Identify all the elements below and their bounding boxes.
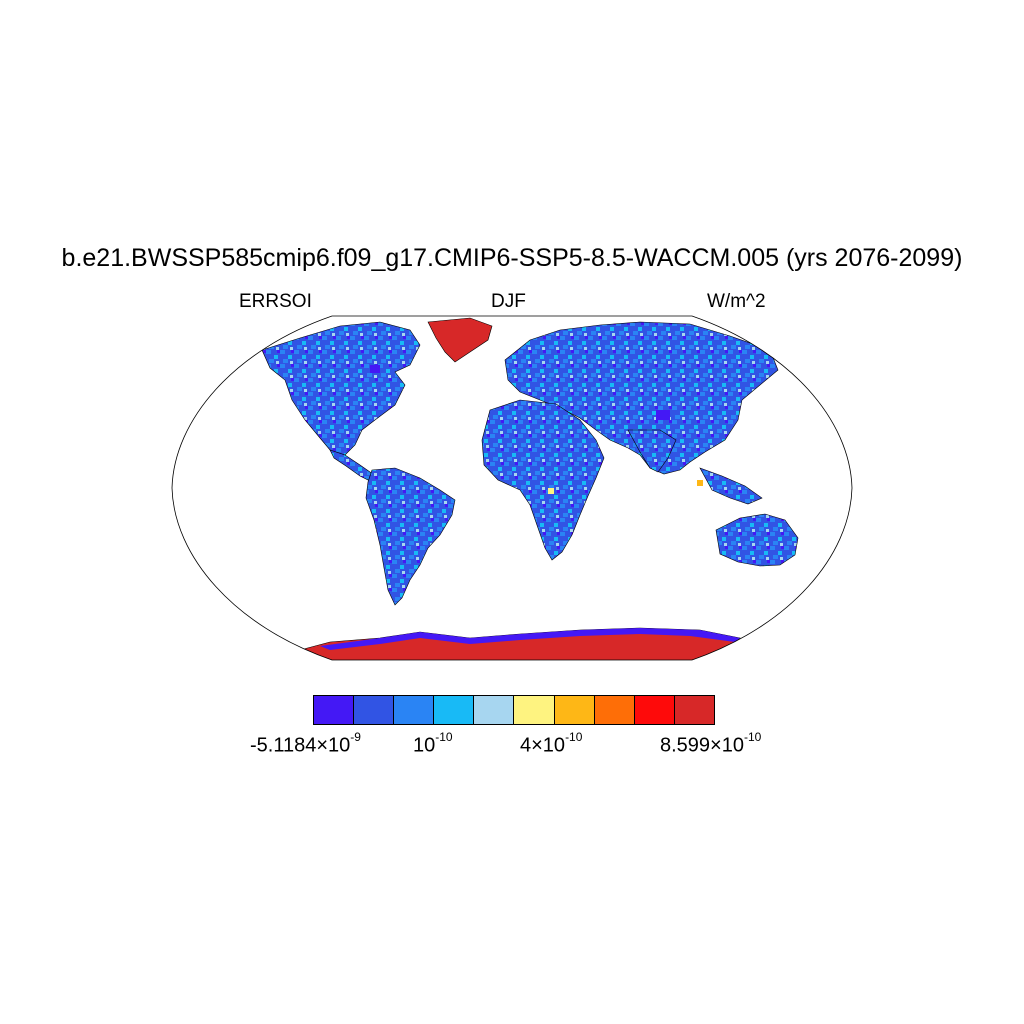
land-india <box>627 429 677 473</box>
colorbar-swatch-9 <box>674 696 714 724</box>
colorbar-swatch-6 <box>554 696 595 724</box>
colorbar-swatch-4 <box>474 696 515 724</box>
colorbar-swatch-1 <box>354 696 395 724</box>
colorbar-swatch-3 <box>434 696 475 724</box>
antarctic-coast-band <box>320 628 740 650</box>
land-south-america <box>365 467 456 606</box>
colorbar-swatch-8 <box>634 696 675 724</box>
map-border <box>171 315 853 661</box>
colorbar-swatch-2 <box>394 696 435 724</box>
land-north-america <box>261 321 421 456</box>
cold-patch-tibet <box>656 410 670 420</box>
colorbar-label-min: -5.1184×10-9 <box>250 730 361 757</box>
colorbar <box>313 695 715 725</box>
colorbar-swatch-7 <box>594 696 635 724</box>
cold-patch-hudson <box>370 365 380 373</box>
land-southeast-asia <box>699 467 763 505</box>
warm-patch-asia <box>697 480 703 486</box>
land-greenland <box>427 317 493 363</box>
land-africa <box>481 399 605 561</box>
variable-label: ERRSOI <box>239 291 312 312</box>
colorbar-label-max: 8.599×10-10 <box>660 730 762 757</box>
season-label: DJF <box>491 291 526 312</box>
plot-title: b.e21.BWSSP585cmip6.f09_g17.CMIP6-SSP5-8… <box>61 244 963 272</box>
colorbar-swatch-0 <box>314 696 355 724</box>
colorbar-swatch-5 <box>514 696 555 724</box>
land-australia <box>715 513 799 567</box>
warm-patch-africa <box>548 488 554 494</box>
units-label: W/m^2 <box>707 291 766 312</box>
colorbar-label-2: 10-10 <box>413 730 453 757</box>
colorbar-label-3: 4×10-10 <box>520 730 583 757</box>
